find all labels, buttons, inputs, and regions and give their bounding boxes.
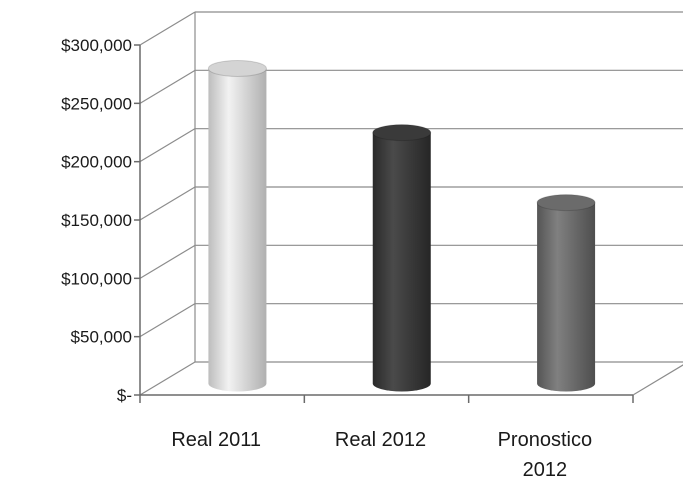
side-gridline <box>139 303 196 338</box>
bar-body <box>208 68 267 392</box>
bars <box>207 59 596 392</box>
bar-top <box>372 124 432 142</box>
bar-body <box>537 202 596 392</box>
bar <box>207 59 267 392</box>
side-gridline <box>139 244 196 279</box>
floor-edge <box>632 364 683 396</box>
y-tick-label: $300,000 <box>61 36 132 55</box>
grid <box>139 11 683 396</box>
y-tick-label: $200,000 <box>61 153 132 172</box>
y-tick-label: $100,000 <box>61 269 132 288</box>
side-gridline <box>139 11 196 46</box>
bar <box>536 194 596 392</box>
bar-body <box>372 132 431 392</box>
bar-top <box>207 59 267 77</box>
y-tick-label: $150,000 <box>61 211 132 230</box>
side-gridline <box>139 186 196 221</box>
x-category-label: 2012 <box>523 459 568 481</box>
side-gridline <box>139 361 196 396</box>
x-category-label: Pronostico <box>498 429 593 451</box>
axes <box>134 44 634 403</box>
y-tick-label: $250,000 <box>61 94 132 113</box>
bar <box>372 124 432 392</box>
side-gridline <box>139 69 196 104</box>
x-category-label: Real 2011 <box>171 429 261 451</box>
x-category-label: Real 2012 <box>335 429 426 451</box>
bar-top <box>536 194 596 212</box>
labels: $- $50,000 $100,000 $150,000 $200,000 $250,00… <box>61 36 592 481</box>
y-tick-label: $50,000 <box>71 328 132 347</box>
side-gridline <box>139 128 196 163</box>
y-tick-label: $- <box>117 386 132 405</box>
